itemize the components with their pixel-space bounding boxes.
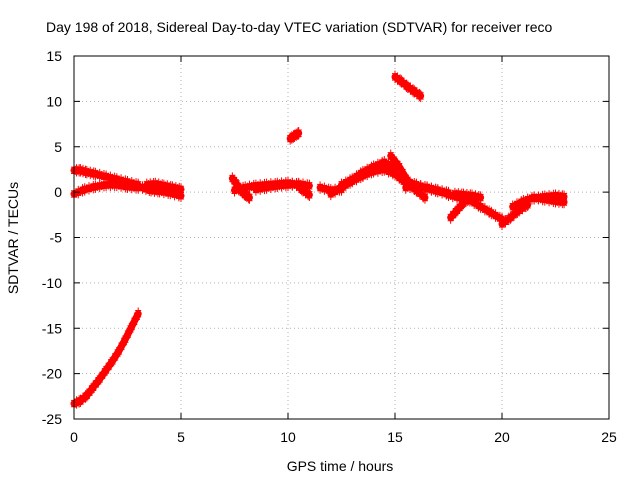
data-point [118,346,125,353]
data-point [117,347,124,354]
data-point [421,197,428,204]
data-point [135,313,142,320]
data-point [452,211,459,218]
y-tick-label: 5 [54,139,62,155]
data-point [459,204,466,211]
data-point [456,207,463,214]
data-point [178,195,184,202]
data-point [245,197,252,204]
data-point [131,321,138,328]
data-point [507,217,514,224]
y-tick-label: -5 [50,230,63,246]
data-point [132,317,139,324]
data-point [119,342,126,349]
data-point [454,210,461,217]
x-tick-label: 10 [280,429,296,445]
data-point [82,396,89,403]
data-point [465,198,472,205]
data-point [127,329,134,336]
data-point [123,335,130,342]
data-point [83,395,90,402]
data-points [70,70,568,410]
data-series [530,189,568,205]
data-point [126,330,133,337]
data-point [561,202,568,209]
x-tick-label: 20 [494,429,510,445]
data-point [112,357,119,364]
data-point [96,379,103,386]
data-point [103,370,110,377]
data-point [105,366,112,373]
data-point [466,197,473,204]
data-point [306,195,313,202]
x-tick-label: 5 [177,429,185,445]
data-series [70,307,142,410]
y-tick-label: -25 [42,411,62,427]
x-tick-label: 25 [601,429,617,445]
data-series [402,179,452,200]
data-point [447,217,454,224]
data-point [246,197,253,204]
data-point [524,205,531,212]
y-tick-label: -15 [42,320,62,336]
y-tick-label: -20 [42,366,62,382]
data-point [99,375,106,382]
data-point [477,197,484,204]
y-tick-label: 15 [46,48,62,64]
data-point [115,351,122,358]
data-series [143,177,185,196]
data-series [391,70,425,103]
data-point [130,322,137,329]
data-point [76,401,83,408]
data-point [124,334,131,341]
data-series [447,191,474,224]
data-point [122,339,129,346]
grid-lines [74,56,609,419]
data-point [133,316,140,323]
data-point [109,361,116,368]
data-point [353,176,360,183]
data-point [90,387,97,394]
data-series [293,178,313,202]
data-point [417,96,424,103]
data-point [178,189,184,196]
data-point [349,179,356,186]
y-axis-label: SDTVAR / TECUs [5,182,21,294]
x-axis-label: GPS time / hours [287,458,394,474]
data-point [295,133,302,140]
data-series [286,126,303,145]
data-point [464,198,471,205]
data-point [86,392,93,399]
data-point [128,326,135,333]
data-point [294,133,301,140]
axis-ticks: 0 5 10 15 20 25 -25 -20 -15 -10 -5 0 5 10 15 [42,48,617,445]
data-point [81,396,88,403]
x-tick-label: 15 [387,429,403,445]
x-tick-label: 0 [70,429,78,445]
data-point [92,384,99,391]
y-tick-label: -10 [42,275,62,291]
y-tick-label: 10 [46,93,62,109]
series-band [70,310,142,408]
data-point [561,196,568,203]
data-point [510,214,517,221]
y-tick-label: 0 [54,184,62,200]
data-point [450,214,457,221]
chart-title: Day 198 of 2018, Sidereal Day-to-day VTE… [46,19,552,35]
